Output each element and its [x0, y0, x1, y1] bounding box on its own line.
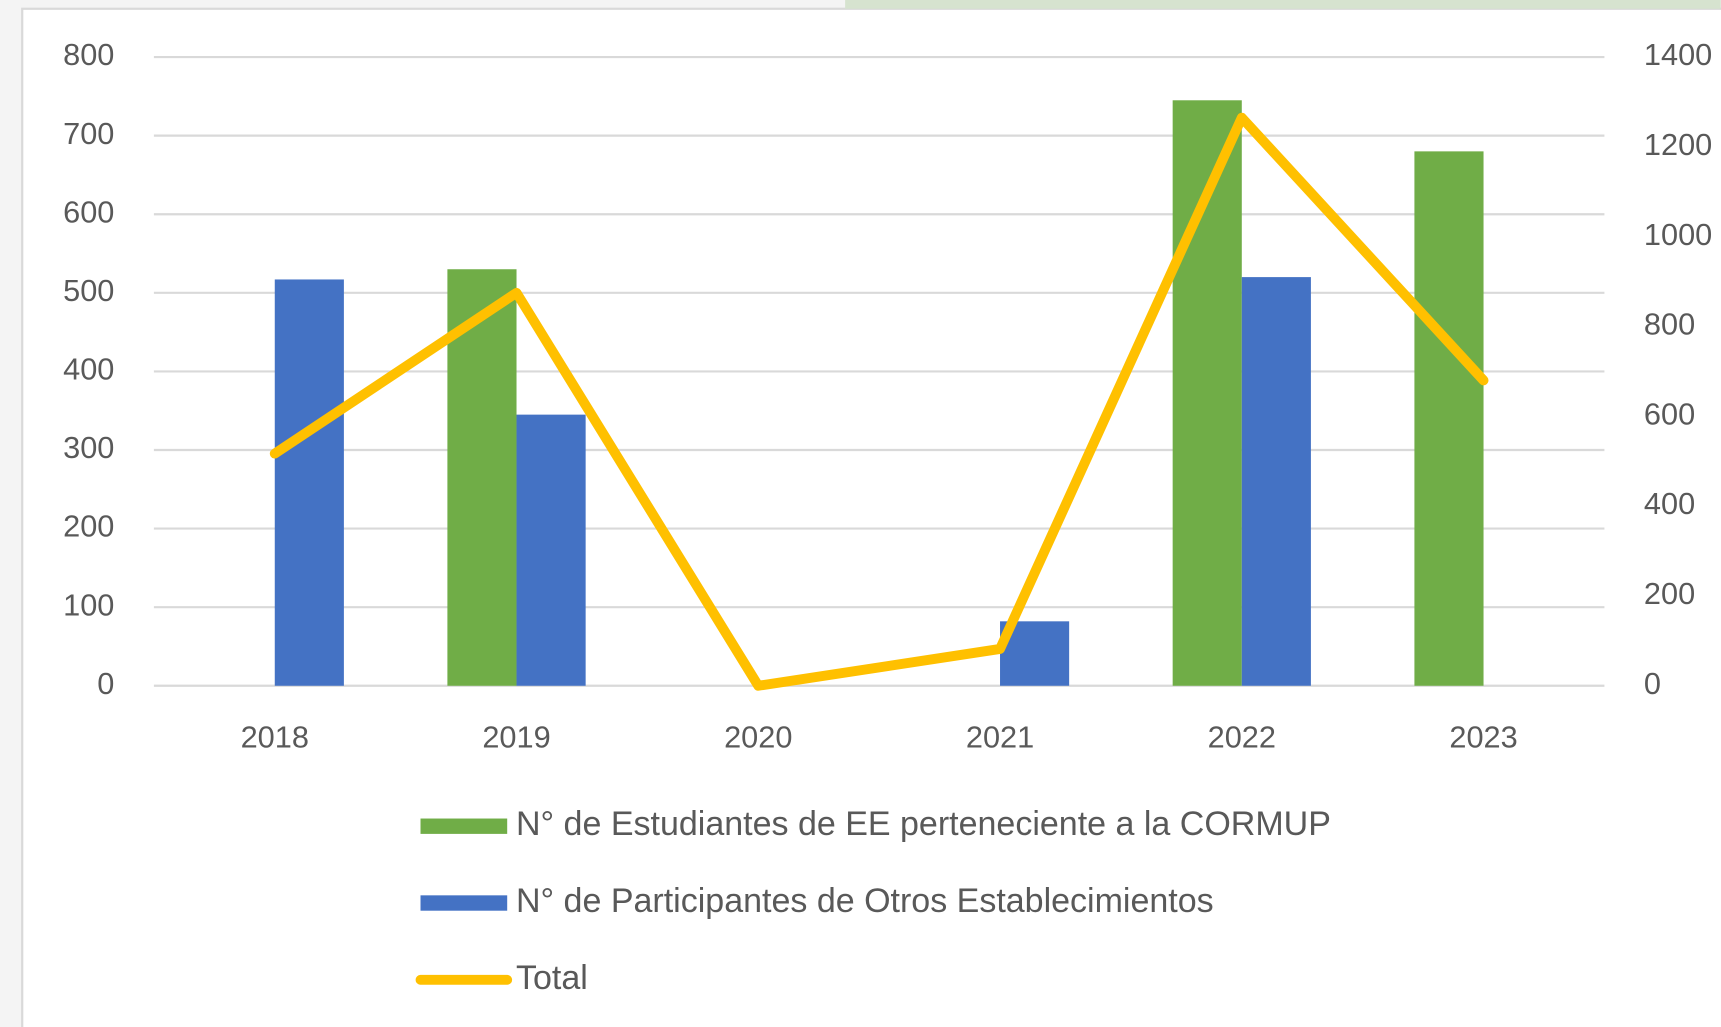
- bar: [274, 279, 344, 686]
- y2-tick-label: 1200: [1644, 127, 1712, 162]
- y2-tick-label: 0: [1644, 666, 1661, 701]
- bar: [1241, 277, 1311, 686]
- y-tick-label: 600: [63, 194, 114, 229]
- y2-tick-label: 400: [1644, 486, 1695, 521]
- x-tick-label: 2021: [966, 720, 1034, 755]
- top-strip: [845, 0, 1721, 9]
- y2-tick-label: 1400: [1644, 37, 1712, 72]
- x-tick-label: 2020: [724, 720, 792, 755]
- y-tick-label: 300: [63, 430, 114, 465]
- bar: [447, 269, 517, 686]
- bar: [516, 414, 586, 686]
- legend-swatch: [420, 818, 508, 834]
- bar: [1414, 151, 1484, 686]
- legend-label: N° de Estudiantes de EE perteneciente a …: [516, 805, 1331, 843]
- y-tick-label: 800: [63, 37, 114, 72]
- y-tick-label: 500: [63, 273, 114, 308]
- y-tick-label: 400: [63, 352, 114, 387]
- y2-tick-label: 600: [1644, 396, 1695, 431]
- y2-tick-label: 200: [1644, 576, 1695, 611]
- x-tick-label: 2018: [241, 720, 309, 755]
- y-tick-label: 100: [63, 587, 114, 622]
- y-tick-label: 200: [63, 509, 114, 544]
- x-tick-label: 2023: [1449, 720, 1517, 755]
- y-tick-label: 700: [63, 116, 114, 151]
- legend-label: N° de Participantes de Otros Establecimi…: [516, 882, 1214, 920]
- y-tick-label: 0: [97, 666, 114, 701]
- legend-label: Total: [516, 959, 588, 997]
- y2-tick-label: 1000: [1644, 217, 1712, 252]
- x-tick-label: 2019: [482, 720, 550, 755]
- x-tick-label: 2022: [1208, 720, 1276, 755]
- line: [269, 112, 1489, 691]
- y2-tick-label: 800: [1644, 307, 1695, 342]
- legend-swatch: [420, 895, 508, 911]
